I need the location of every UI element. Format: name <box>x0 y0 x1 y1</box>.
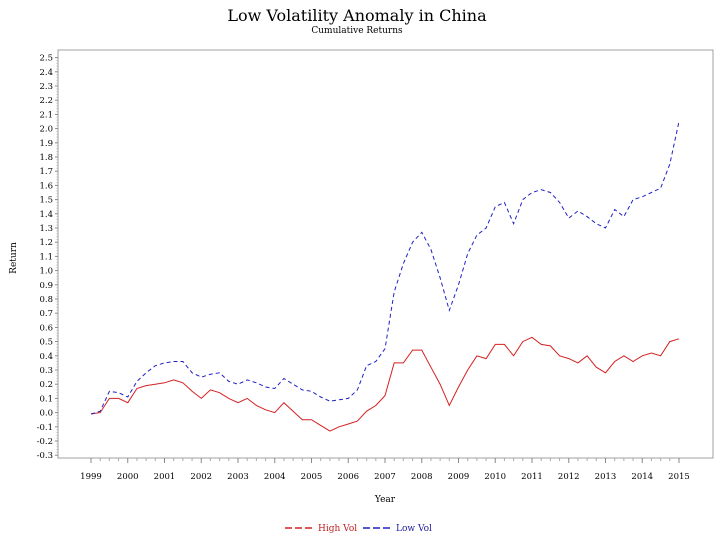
chart-title: Low Volatility Anomaly in China <box>227 6 487 25</box>
x-tick-label: 2015 <box>668 472 690 482</box>
y-tick-label: 0.1 <box>39 394 53 404</box>
y-tick-label: 2.1 <box>39 110 53 120</box>
y-tick-label: 1.2 <box>39 238 53 248</box>
plot-frame <box>57 49 714 459</box>
legend: High Vol Low Vol <box>285 524 432 534</box>
y-tick-label: 0.7 <box>39 309 53 319</box>
x-tick-label: 2009 <box>448 472 470 482</box>
x-tick-label: 2008 <box>411 472 433 482</box>
legend-label-low-vol: Low Vol <box>396 524 432 534</box>
y-tick-label: -0.1 <box>37 423 53 433</box>
y-tick-label: 1.1 <box>39 252 53 262</box>
x-tick-label: 1999 <box>80 472 102 482</box>
y-tick-label: 2.5 <box>39 54 53 64</box>
y-tick-label: 1.5 <box>39 196 53 206</box>
y-tick-label: 2.4 <box>39 68 53 78</box>
y-tick-label: 0.3 <box>39 366 53 376</box>
y-tick-label: 0.9 <box>39 281 53 291</box>
y-axis-label: Return <box>9 242 19 274</box>
x-tick-label: 2002 <box>190 472 212 482</box>
series-line-low-vol <box>90 121 680 415</box>
x-tick-label: 2001 <box>154 472 176 482</box>
series-lines <box>90 121 680 432</box>
x-tick-label: 2006 <box>337 472 359 482</box>
y-tick-label: 0.5 <box>39 338 53 348</box>
x-tick-label: 2014 <box>631 472 653 482</box>
y-tick-label: 1.8 <box>39 153 53 163</box>
series-line-high-vol <box>90 336 680 432</box>
x-axis: 1999 2000 2001 2002 2003 2004 2005 2006 2007 2008… <box>80 458 690 482</box>
x-tick-label: 2003 <box>227 472 249 482</box>
y-axis: 2.5 2.4 2.3 2.2 2.1 2.0 1.9 1.8 1.7 1.6 1.5 1.4 1.3 1… <box>37 54 58 461</box>
y-tick-label: 2.0 <box>39 125 53 135</box>
x-tick-label: 2000 <box>117 472 139 482</box>
y-tick-label: 1.9 <box>39 139 53 149</box>
y-tick-label: -0.2 <box>37 437 53 447</box>
x-tick-label: 2005 <box>301 472 323 482</box>
y-tick-label: 1.7 <box>39 167 53 177</box>
x-tick-label: 2004 <box>264 472 286 482</box>
y-tick-label: 2.3 <box>39 82 53 92</box>
x-tick-label: 2013 <box>595 472 617 482</box>
legend-label-high-vol: High Vol <box>318 524 357 534</box>
x-axis-label: Year <box>374 495 396 505</box>
y-tick-label: 1.4 <box>39 210 53 220</box>
y-tick-label: 1.6 <box>39 181 53 191</box>
y-tick-label: -0.3 <box>37 451 53 461</box>
y-tick-label: 0.4 <box>39 352 53 362</box>
y-tick-label: 0.8 <box>39 295 53 305</box>
y-tick-label: 0.2 <box>39 380 53 390</box>
chart-subtitle: Cumulative Returns <box>311 26 403 36</box>
y-tick-label: 0.6 <box>39 323 53 333</box>
y-tick-label: 0.0 <box>39 409 53 419</box>
y-tick-label: 2.2 <box>39 96 53 106</box>
y-tick-label: 1.0 <box>39 267 53 277</box>
x-tick-label: 2007 <box>374 472 396 482</box>
y-tick-label: 1.3 <box>39 224 53 234</box>
x-tick-label: 2010 <box>484 472 506 482</box>
x-tick-label: 2011 <box>521 472 543 482</box>
x-tick-label: 2012 <box>558 472 580 482</box>
